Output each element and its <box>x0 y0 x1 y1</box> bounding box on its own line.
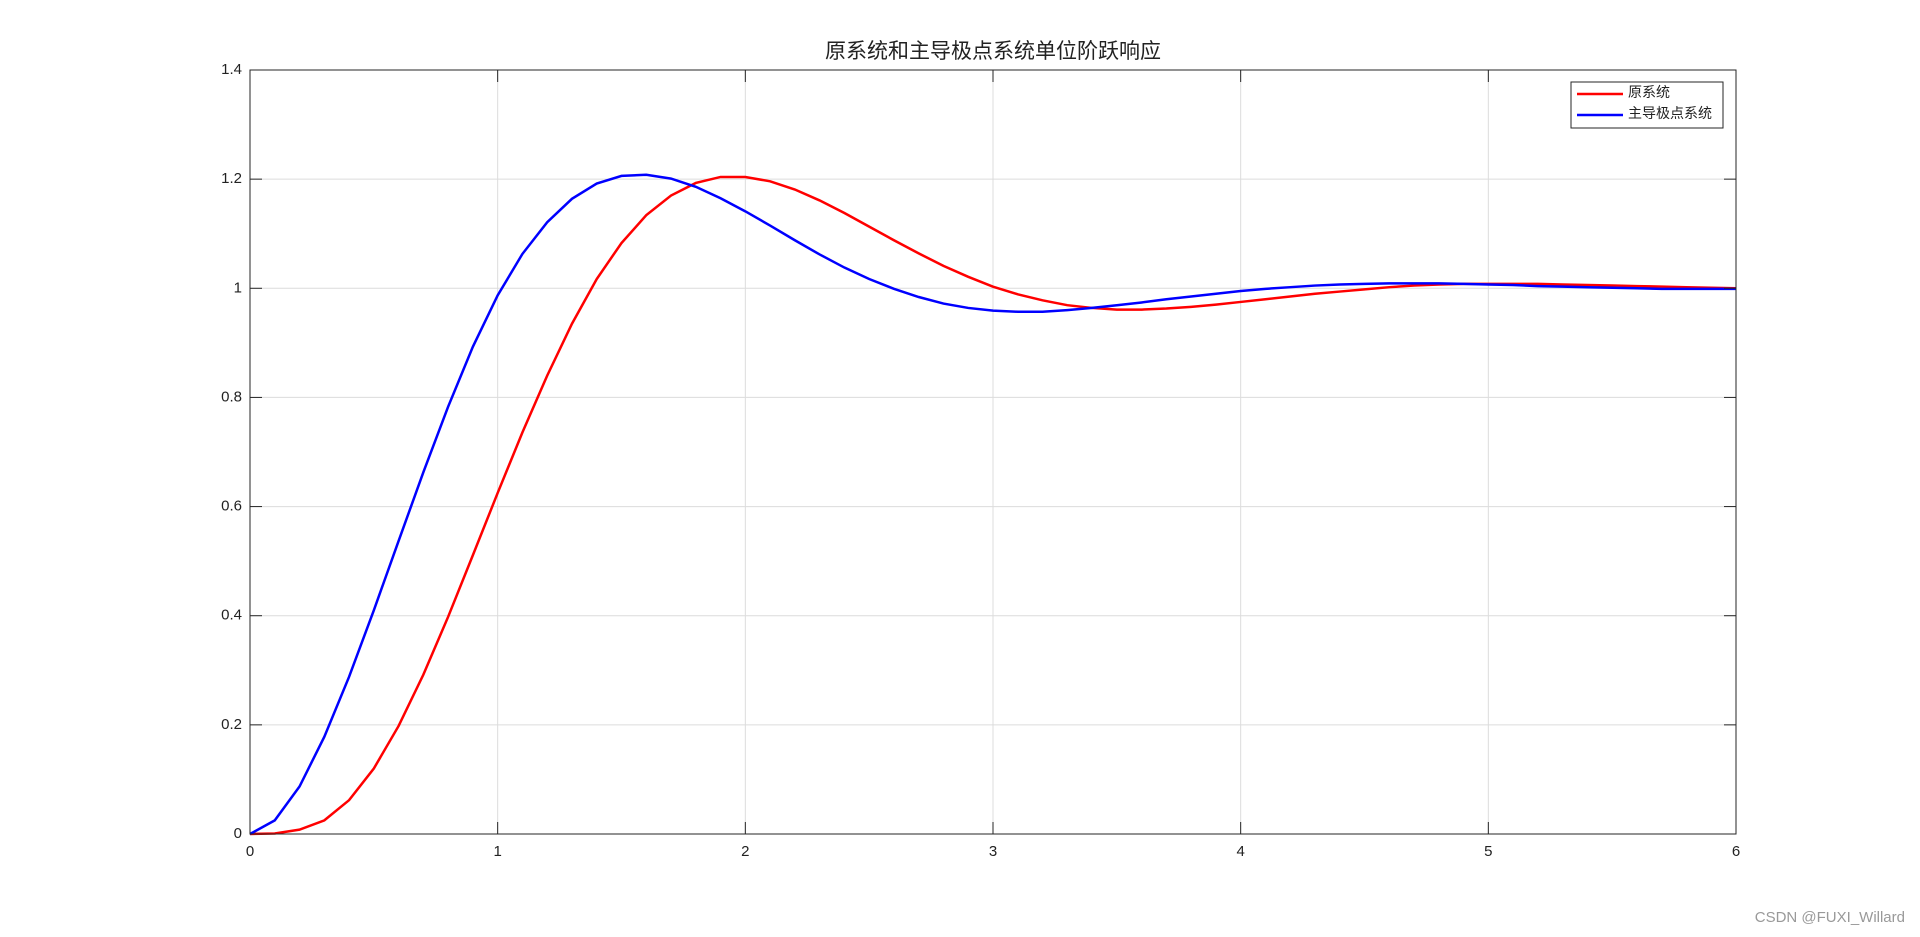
legend-label: 主导极点系统 <box>1628 106 1712 122</box>
y-tick-label: 1.4 <box>221 61 242 78</box>
y-tick-label: 1.2 <box>221 170 242 187</box>
y-tick-label: 0.6 <box>221 498 242 515</box>
x-tick-label: 5 <box>1484 843 1492 860</box>
x-tick-label: 6 <box>1732 843 1740 860</box>
legend-label: 原系统 <box>1628 85 1670 101</box>
x-tick-label: 1 <box>493 843 501 860</box>
x-tick-label: 2 <box>741 843 749 860</box>
y-tick-label: 1 <box>234 279 242 296</box>
x-tick-label: 3 <box>989 843 997 860</box>
chart-title: 原系统和主导极点系统单位阶跃响应 <box>825 39 1161 63</box>
x-tick-label: 4 <box>1236 843 1244 860</box>
lines <box>249 173 1737 836</box>
y-tick-label: 0.8 <box>221 388 242 405</box>
watermark: CSDN @FUXI_Willard <box>1755 909 1905 926</box>
legend-box <box>1570 81 1724 129</box>
x-tick-label: 0 <box>246 843 254 860</box>
line-series <box>249 173 1736 836</box>
y-tick-label: 0 <box>234 825 242 842</box>
y-tick-label: 0.4 <box>221 607 242 624</box>
y-tick-label: 0.2 <box>221 716 242 733</box>
